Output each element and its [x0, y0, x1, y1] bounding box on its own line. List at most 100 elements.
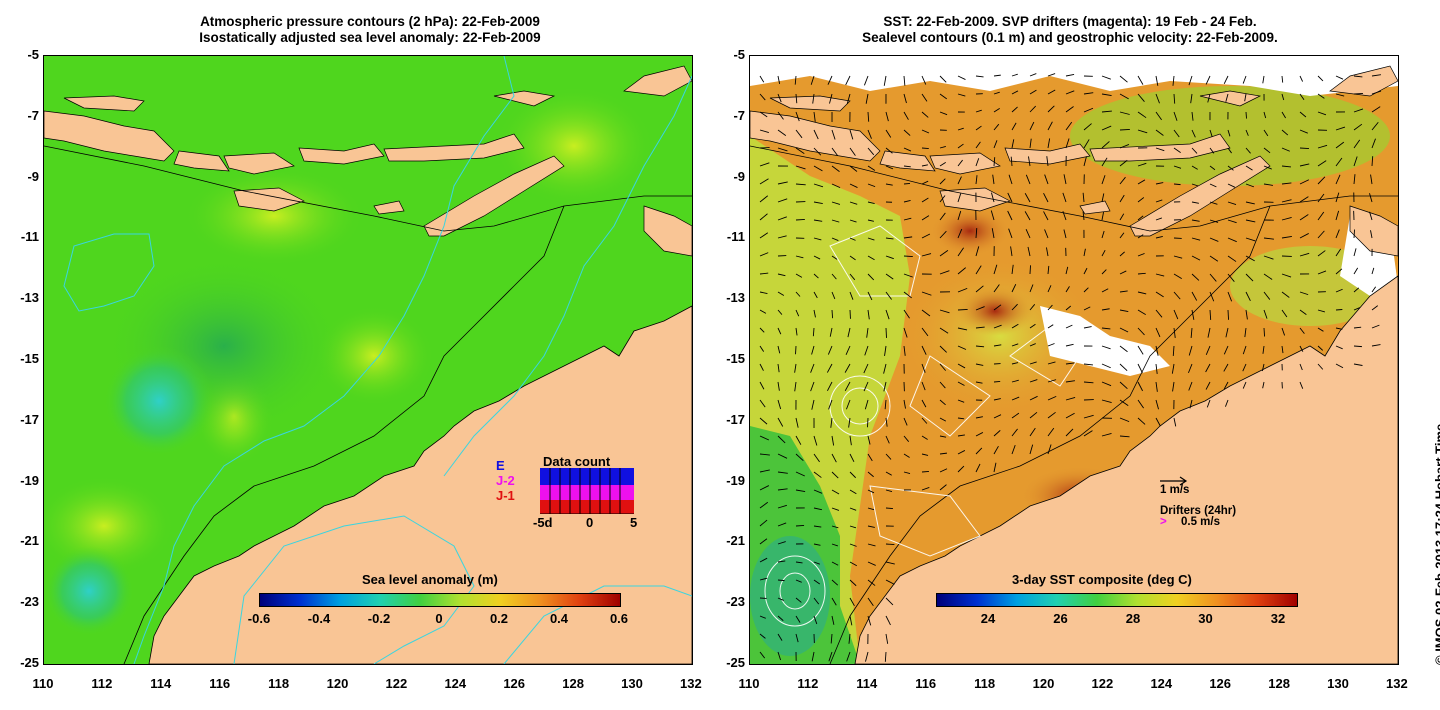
sst-colorbar-tick: 28 — [1125, 611, 1141, 626]
sla-blob — [184, 166, 364, 266]
velocity-arrow — [1043, 211, 1049, 221]
velocity-arrow — [1245, 309, 1248, 320]
velocity-arrow — [1299, 111, 1307, 118]
velocity-arrow — [1008, 228, 1013, 239]
velocity-arrow — [1173, 273, 1182, 279]
velocity-arrow — [831, 525, 839, 529]
velocity-arrow — [1191, 309, 1195, 320]
velocity-arrow — [1043, 192, 1049, 203]
velocity-arrow — [813, 525, 822, 528]
velocity-arrow — [921, 75, 927, 85]
velocity-arrow — [1299, 345, 1304, 352]
velocity-arrow — [777, 235, 787, 239]
velocity-arrow — [921, 291, 932, 296]
left-title-line2: Isostatically adjusted sea level anomaly… — [199, 30, 541, 45]
velocity-arrow — [1281, 217, 1292, 221]
velocity-arrow — [1353, 345, 1362, 348]
velocity-arrow — [975, 285, 984, 293]
velocity-arrow — [885, 237, 894, 240]
velocity-arrow — [1371, 344, 1381, 347]
velocity-arrow — [975, 265, 982, 275]
velocity-arrow — [1011, 343, 1019, 347]
velocity-arrow — [1047, 138, 1051, 149]
velocity-arrow — [795, 435, 802, 445]
velocity-arrow — [1299, 233, 1309, 239]
velocity-arrow — [1281, 75, 1284, 83]
right-y-tick-label: -13 — [726, 290, 745, 306]
velocity-arrow — [921, 129, 930, 134]
velocity-arrow — [1047, 395, 1057, 401]
velocity-arrow — [1101, 141, 1110, 149]
velocity-arrow — [1119, 290, 1128, 293]
velocity-arrow — [1227, 237, 1237, 243]
velocity-arrow — [1029, 444, 1034, 455]
velocity-arrow — [957, 434, 965, 437]
histogram-grid — [540, 468, 634, 514]
velocity-arrow — [884, 399, 887, 410]
sealevel-contour — [909, 355, 991, 437]
velocity-arrow — [828, 399, 833, 410]
sst-blob — [955, 286, 1035, 336]
velocity-arrow — [1137, 291, 1147, 295]
sla-colorbar-tick: 0.4 — [549, 611, 569, 626]
velocity-arrow — [759, 453, 770, 456]
left-x-tick-label: 120 — [326, 676, 349, 691]
velocity-arrow — [849, 183, 858, 188]
velocity-arrow — [993, 414, 1002, 419]
velocity-arrow — [1155, 129, 1164, 136]
velocity-arrow — [759, 633, 766, 639]
velocity-arrow — [939, 178, 946, 185]
velocity-arrow — [903, 309, 910, 319]
velocity-arrow — [1155, 363, 1158, 374]
velocity-arrow — [957, 210, 962, 221]
velocity-arrow — [1137, 345, 1144, 355]
velocity-arrow — [921, 93, 928, 102]
velocity-arrow — [1047, 324, 1054, 329]
velocity-arrow — [846, 651, 851, 662]
velocity-arrow — [795, 327, 798, 336]
velocity-arrow — [975, 306, 985, 311]
velocity-arrow — [811, 651, 815, 662]
velocity-arrow — [777, 381, 780, 391]
velocity-arrow — [1083, 107, 1094, 113]
velocity-arrow — [795, 633, 799, 643]
velocity-arrow — [845, 345, 851, 356]
velocity-arrow — [1155, 327, 1161, 338]
velocity-arrow — [1119, 363, 1128, 372]
velocity-arrow — [1011, 444, 1016, 455]
velocity-arrow — [939, 270, 950, 275]
velocity-arrow — [1353, 229, 1355, 239]
velocity-arrow — [939, 75, 947, 83]
velocity-arrow — [885, 597, 894, 606]
velocity-arrow — [885, 183, 893, 186]
velocity-arrow — [1263, 165, 1272, 170]
velocity-arrow — [1173, 147, 1181, 153]
velocity-arrow — [1299, 75, 1304, 82]
velocity-arrow — [1227, 183, 1236, 188]
velocity-arrow — [903, 75, 906, 86]
velocity-arrow — [831, 579, 839, 586]
velocity-arrow — [1207, 327, 1211, 338]
velocity-arrow — [939, 417, 947, 422]
velocity-arrow — [1101, 193, 1105, 203]
velocity-arrow — [1245, 291, 1251, 302]
velocity-arrow — [759, 381, 765, 390]
velocity-arrow — [993, 398, 1001, 401]
left-x-tick-label: 128 — [562, 676, 584, 691]
velocity-arrow — [1335, 309, 1343, 311]
velocity-arrow — [1188, 75, 1193, 86]
velocity-arrow — [1371, 305, 1379, 311]
velocity-arrow — [957, 127, 964, 131]
velocity-arrow — [1317, 160, 1327, 167]
velocity-arrow — [1299, 196, 1309, 203]
left-y-tick-label: -13 — [20, 290, 39, 306]
velocity-arrow — [831, 597, 837, 606]
velocity-arrow — [759, 538, 768, 545]
velocity-arrow — [957, 287, 968, 293]
velocity-arrow — [1047, 285, 1052, 293]
velocity-arrow — [1047, 427, 1055, 437]
velocity-arrow — [921, 363, 926, 373]
velocity-arrow — [1244, 93, 1247, 102]
velocity-arrow — [1188, 381, 1193, 391]
velocity-arrow — [993, 304, 1002, 311]
